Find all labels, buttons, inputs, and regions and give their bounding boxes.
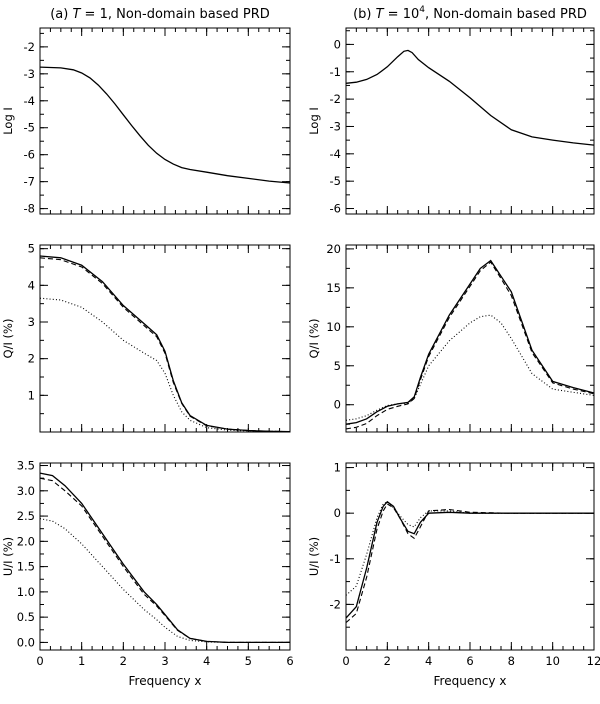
y-tick-label: 1 xyxy=(28,388,35,402)
series-line-solid xyxy=(345,49,595,146)
y-tick-label: 0.0 xyxy=(17,635,35,649)
x-tick-label: 2 xyxy=(120,654,127,668)
x-axis-label: Frequency x xyxy=(129,674,202,688)
y-tick-label: -2 xyxy=(330,597,341,611)
plot-frame xyxy=(39,244,291,433)
y-tick-label: 5 xyxy=(334,359,341,373)
series-line-solid xyxy=(345,500,594,619)
series-line-solid xyxy=(345,259,595,425)
chart-panel-a-top: -8 -7 -6 -5 -4 -3 -2 Log I xyxy=(1,27,291,216)
x-tick-label: 8 xyxy=(508,654,515,668)
y-tick-label: 0 xyxy=(334,37,341,51)
y-tick-label: -5 xyxy=(24,121,35,135)
x-tick-label: 10 xyxy=(545,654,560,668)
y-axis-label: Log I xyxy=(307,107,321,135)
plot-frame xyxy=(345,244,595,433)
y-tick-label: 0 xyxy=(334,506,341,520)
y-tick-label: 2.5 xyxy=(17,509,35,523)
y-tick-label: -5 xyxy=(330,174,341,188)
x-tick-label: 3 xyxy=(161,654,168,668)
y-tick-label: 20 xyxy=(326,242,341,256)
x-tick-label: 4 xyxy=(425,654,432,668)
series-line-solid xyxy=(39,66,291,184)
y-axis-label: U/I (%) xyxy=(307,537,321,576)
y-tick-label: 4 xyxy=(28,278,35,292)
y-tick-label: 0 xyxy=(334,398,341,412)
series-line-solid xyxy=(39,472,290,644)
y-tick-label: 0.5 xyxy=(17,610,35,624)
x-tick-label: 6 xyxy=(286,654,293,668)
plot-frame xyxy=(345,462,595,651)
y-tick-label: -2 xyxy=(330,92,341,106)
x-axis-label: Frequency x xyxy=(434,674,507,688)
y-tick-label: -1 xyxy=(330,552,341,566)
series-line-dotted xyxy=(345,314,595,421)
series-line-dotted xyxy=(345,501,594,596)
y-tick-label: -4 xyxy=(24,94,35,108)
y-tick-label: 2 xyxy=(28,352,35,366)
y-tick-label: -3 xyxy=(330,119,341,133)
plot-frame xyxy=(39,27,291,215)
chart-panel-a-bot: 0.0 0.5 1.0 1.5 2.0 2.5 3.0 3.5 0 1 2 3 4 5 6 Frequency… xyxy=(1,459,294,688)
x-tick-label: 0 xyxy=(36,654,43,668)
y-tick-label: 1.0 xyxy=(17,585,35,599)
y-tick-label: -3 xyxy=(24,67,35,81)
series-line-dashed xyxy=(345,261,595,430)
x-tick-label: 1 xyxy=(78,654,85,668)
chart-panel-a-mid: 1 2 3 4 5 Q/I (%) xyxy=(1,242,291,433)
x-tick-label: 12 xyxy=(587,654,600,668)
chart-panel-b-top: -6 -5 -4 -3 -2 -1 0 Log I xyxy=(307,27,595,216)
y-axis-label: Log I xyxy=(1,107,15,135)
y-tick-label: 5 xyxy=(28,242,35,256)
x-tick-label: 4 xyxy=(203,654,210,668)
y-tick-label: -6 xyxy=(330,202,341,216)
y-tick-label: 1 xyxy=(334,461,341,475)
series-line-dotted xyxy=(39,297,291,433)
y-tick-label: -1 xyxy=(330,65,341,79)
x-tick-label: 6 xyxy=(466,654,473,668)
y-tick-label: 1.5 xyxy=(17,560,35,574)
y-tick-label: 3.0 xyxy=(17,484,35,498)
y-tick-label: -8 xyxy=(24,202,35,216)
y-tick-label: -6 xyxy=(24,148,35,162)
y-tick-label: 3 xyxy=(28,315,35,329)
column-a-title: (a) T = 1, Non-domain based PRD xyxy=(50,7,270,22)
x-tick-label: 5 xyxy=(245,654,252,668)
y-tick-label: -7 xyxy=(24,175,35,189)
y-axis-label: Q/I (%) xyxy=(307,319,321,359)
chart-panel-b-mid: 0 5 10 15 20 Q/I (%) xyxy=(307,242,595,433)
x-tick-label: 0 xyxy=(342,654,349,668)
column-b-title: (b) T = 104, Non-domain based PRD xyxy=(353,5,587,22)
x-tick-label: 2 xyxy=(384,654,391,668)
plot-frame xyxy=(39,462,291,651)
y-axis-label: Q/I (%) xyxy=(1,319,15,359)
series-line-dotted xyxy=(39,518,290,643)
y-tick-label: 15 xyxy=(326,281,341,295)
y-tick-label: -4 xyxy=(330,147,341,161)
series-line-dashed xyxy=(345,503,594,624)
series-line-dashed xyxy=(39,257,291,433)
y-axis-label: U/I (%) xyxy=(1,537,15,576)
plot-frame xyxy=(345,27,595,215)
y-tick-label: 2.0 xyxy=(17,534,35,548)
y-tick-label: 3.5 xyxy=(17,459,35,473)
y-tick-label: -2 xyxy=(24,40,35,54)
series-line-dashed xyxy=(39,477,290,643)
series-line-solid xyxy=(39,255,291,433)
y-tick-label: 10 xyxy=(326,320,341,334)
